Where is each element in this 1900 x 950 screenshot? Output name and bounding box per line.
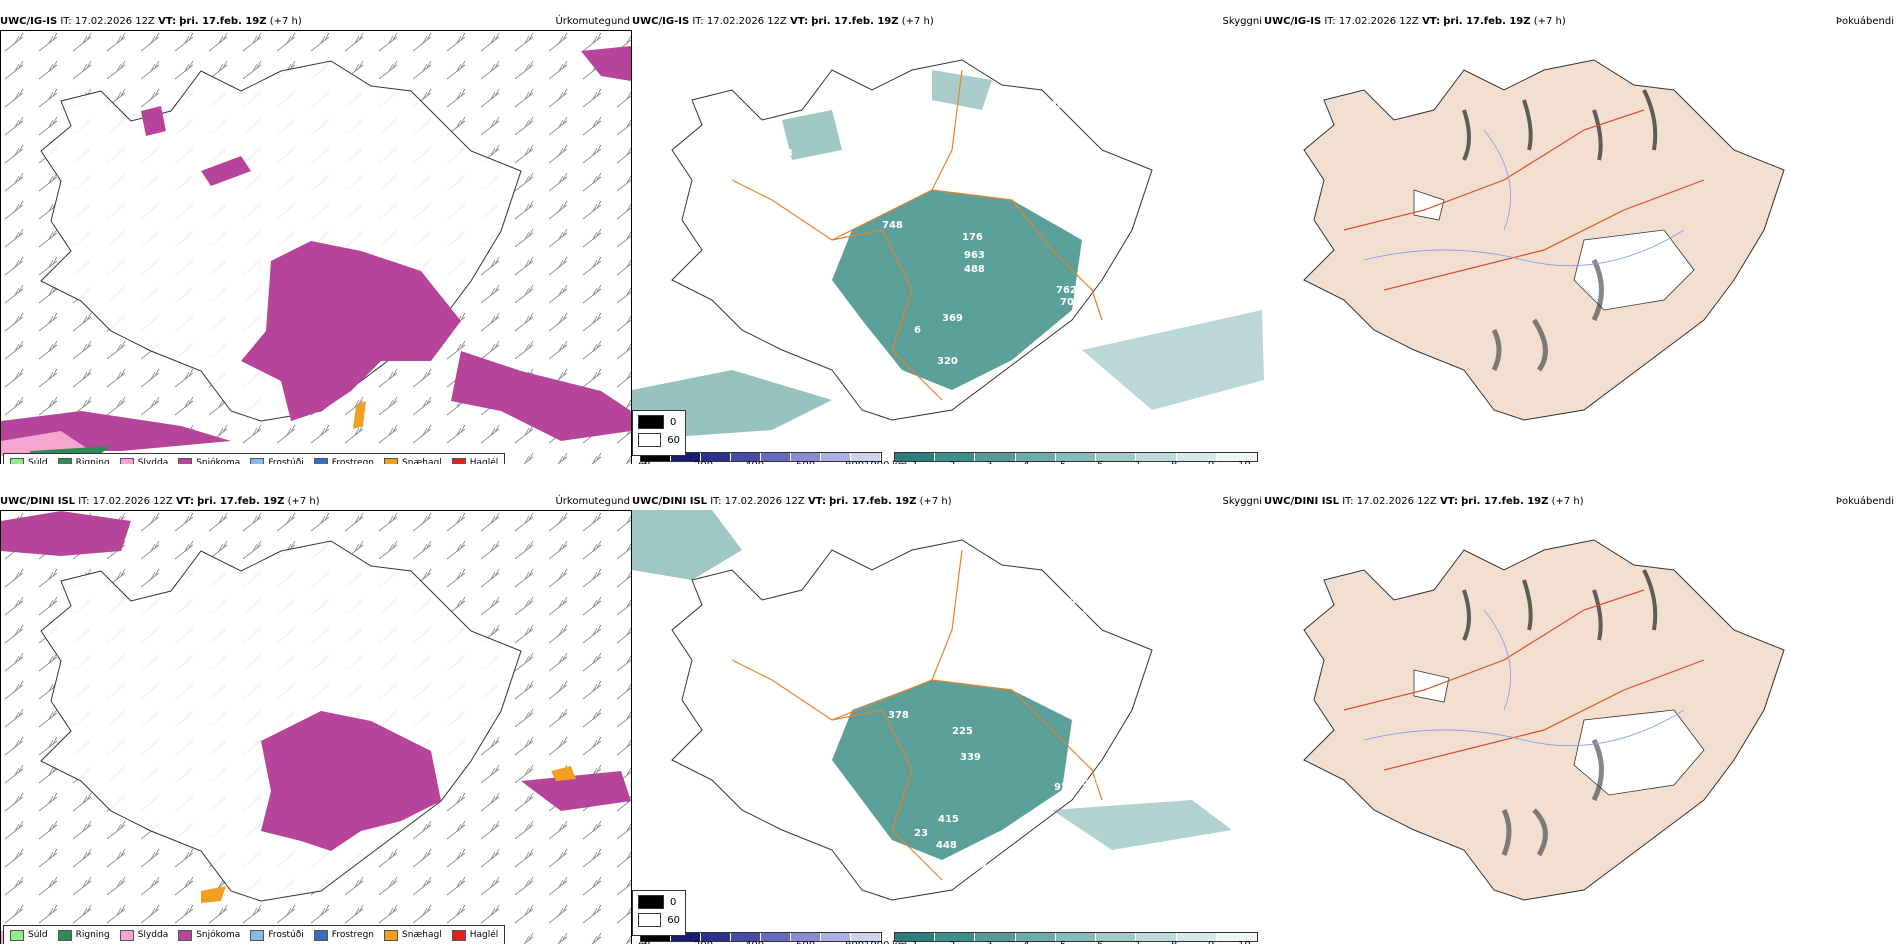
precip-map-svg: [1, 31, 631, 464]
legend-item: Súld: [10, 929, 48, 941]
cloud-base-colorbar: m 0 200 400 600 800 1000: [638, 452, 889, 464]
fog-index-panel-top: UWC/IG-IS IT: 17.02.2026 12Z VT: þri. 17…: [1264, 14, 1896, 464]
legend-item: Frostregn: [313, 457, 374, 464]
fog-map-svg: [1303, 539, 1785, 901]
legend-item: Slydda: [119, 929, 168, 941]
model-name: UWC/IG-IS: [0, 16, 58, 27]
model-name: UWC/DINI ISL: [0, 496, 76, 507]
cloud-base-label: 339: [960, 752, 981, 763]
panel-header: UWC/IG-IS IT: 17.02.2026 12Z VT: þri. 17…: [1264, 14, 1896, 30]
cloud-base-label: 369: [942, 313, 963, 324]
legend-item: Snjókoma: [178, 457, 240, 464]
cloud-base-label: 320: [937, 356, 958, 367]
legend-item: Frostúði: [250, 929, 304, 941]
panel-header: UWC/IG-IS IT: 17.02.2026 12Z VT: þri. 17…: [0, 14, 632, 30]
cloud-base-label: 528: [1082, 777, 1103, 788]
cloud-base-label: 268: [1050, 100, 1071, 111]
precip-type-map: Súld Rigning Slydda Snjókoma Frostúði Fr…: [0, 30, 632, 464]
cloud-base-label: 748: [882, 220, 903, 231]
legend-item: Snæhagl: [384, 929, 442, 941]
fog-map-svg: [1303, 59, 1785, 421]
snow-area: [241, 241, 461, 421]
cloud-base-label: 378: [888, 710, 909, 721]
cloud-base-label: 6: [914, 325, 921, 336]
init-time: 17.02.2026 12Z: [92, 496, 173, 507]
precip-type-legend: Súld Rigning Slydda Snjókoma Frostúði Fr…: [3, 453, 506, 464]
cloud-base-label: 886: [1066, 610, 1087, 621]
panel-header: UWC/DINI ISL IT: 17.02.2026 12Z VT: þri.…: [0, 494, 632, 510]
cloud-base-label: 29: [1062, 597, 1076, 608]
cloud-base-label: 762: [1056, 285, 1077, 296]
visibility-colorbar: km 1 2 3 4 5 6 7 8 9 10: [892, 452, 1258, 464]
cloud-base-label: 225: [952, 726, 973, 737]
init-time: 17.02.2026 12Z: [74, 16, 155, 27]
legend-item: Frostúði: [250, 457, 304, 464]
visibility-panel-bottom: UWC/DINI ISL IT: 17.02.2026 12Z VT: þri.…: [632, 494, 1264, 944]
legend-item: Haglél: [451, 929, 498, 941]
cloud-base-label: 448: [936, 840, 957, 851]
panel-header: UWC/DINI ISL IT: 17.02.2026 12Z VT: þri.…: [632, 494, 1264, 510]
valid-time: þri. 17.feb. 19Z: [179, 16, 267, 27]
precip-type-legend: Súld Rigning Slydda Snjókoma Frostúði Fr…: [3, 925, 506, 944]
legend-item: Rigning: [57, 929, 110, 941]
cloud-base-label: 949: [966, 862, 987, 873]
legend-item: Haglél: [451, 457, 498, 464]
fog-index-legend-top: 0 60: [632, 410, 686, 456]
legend-item: Frostregn: [313, 929, 374, 941]
fog-index-map: [1264, 510, 1896, 930]
fog-index-panel-bottom: UWC/DINI ISL IT: 17.02.2026 12Z VT: þri.…: [1264, 494, 1896, 944]
visibility-map: 490 440 51 983 268 748 176 963 488 762 7…: [632, 30, 1264, 450]
panel-title: Úrkomutegund: [555, 496, 630, 507]
fog-index-map: [1264, 30, 1896, 450]
precip-map-svg: [1, 511, 631, 944]
cloud-base-label: 983: [772, 148, 793, 159]
cloud-base-colorbar: m 0 200 400 600 800 1000: [638, 932, 889, 944]
visibility-colorbar: km 1 2 3 4 5 6 7 8 9 10: [892, 932, 1258, 944]
snow-area: [261, 711, 441, 851]
panel-header: UWC/IG-IS IT: 17.02.2026 12Z VT: þri. 17…: [632, 14, 1264, 30]
panel-title: Skyggni: [1222, 16, 1262, 27]
lead-time: (+7 h): [287, 496, 320, 507]
fog-index-legend-bottom: 0 60: [632, 890, 686, 936]
legend-item: Slydda: [119, 457, 168, 464]
lead-time: (+7 h): [269, 16, 302, 27]
precip-type-panel-top: UWC/IG-IS IT: 17.02.2026 12Z VT: þri. 17…: [0, 14, 632, 464]
legend-item: Rigning: [57, 457, 110, 464]
precip-type-panel-bottom: UWC/DINI ISL IT: 17.02.2026 12Z VT: þri.…: [0, 494, 632, 944]
panel-title: Þokuábendi: [1835, 16, 1894, 27]
cloud-base-label: 440: [894, 100, 915, 111]
legend-item: Súld: [10, 457, 48, 464]
precip-type-map: Súld Rigning Slydda Snjókoma Frostúði Fr…: [0, 510, 632, 944]
visibility-panel-top: UWC/IG-IS IT: 17.02.2026 12Z VT: þri. 17…: [632, 14, 1264, 464]
cloud-base-label: 415: [938, 814, 959, 825]
panel-title: Úrkomutegund: [555, 16, 630, 27]
cloud-base-label: 926: [1054, 782, 1075, 793]
visibility-map-svg: 29 886 378 225 339 926 528 415 23 448 94…: [632, 510, 1232, 901]
cloud-base-label: 490: [894, 87, 915, 98]
visibility-map-svg: 490 440 51 983 268 748 176 963 488 762 7…: [632, 59, 1264, 440]
cloud-base-label: 488: [964, 264, 985, 275]
cloud-base-label: 23: [914, 828, 928, 839]
legend-item: Snæhagl: [384, 457, 442, 464]
visibility-map: 29 886 378 225 339 926 528 415 23 448 94…: [632, 510, 1264, 930]
cloud-base-label: 963: [964, 250, 985, 261]
panel-header: UWC/DINI ISL IT: 17.02.2026 12Z VT: þri.…: [1264, 494, 1896, 510]
panel-title: Þokuábendi: [1835, 496, 1894, 507]
panel-title: Skyggni: [1222, 496, 1262, 507]
valid-time: þri. 17.feb. 19Z: [197, 496, 285, 507]
cloud-base-label: 702: [1060, 297, 1081, 308]
legend-item: Snjókoma: [178, 929, 240, 941]
cloud-base-label: 176: [962, 232, 983, 243]
cloud-base-label: 51: [894, 112, 908, 123]
